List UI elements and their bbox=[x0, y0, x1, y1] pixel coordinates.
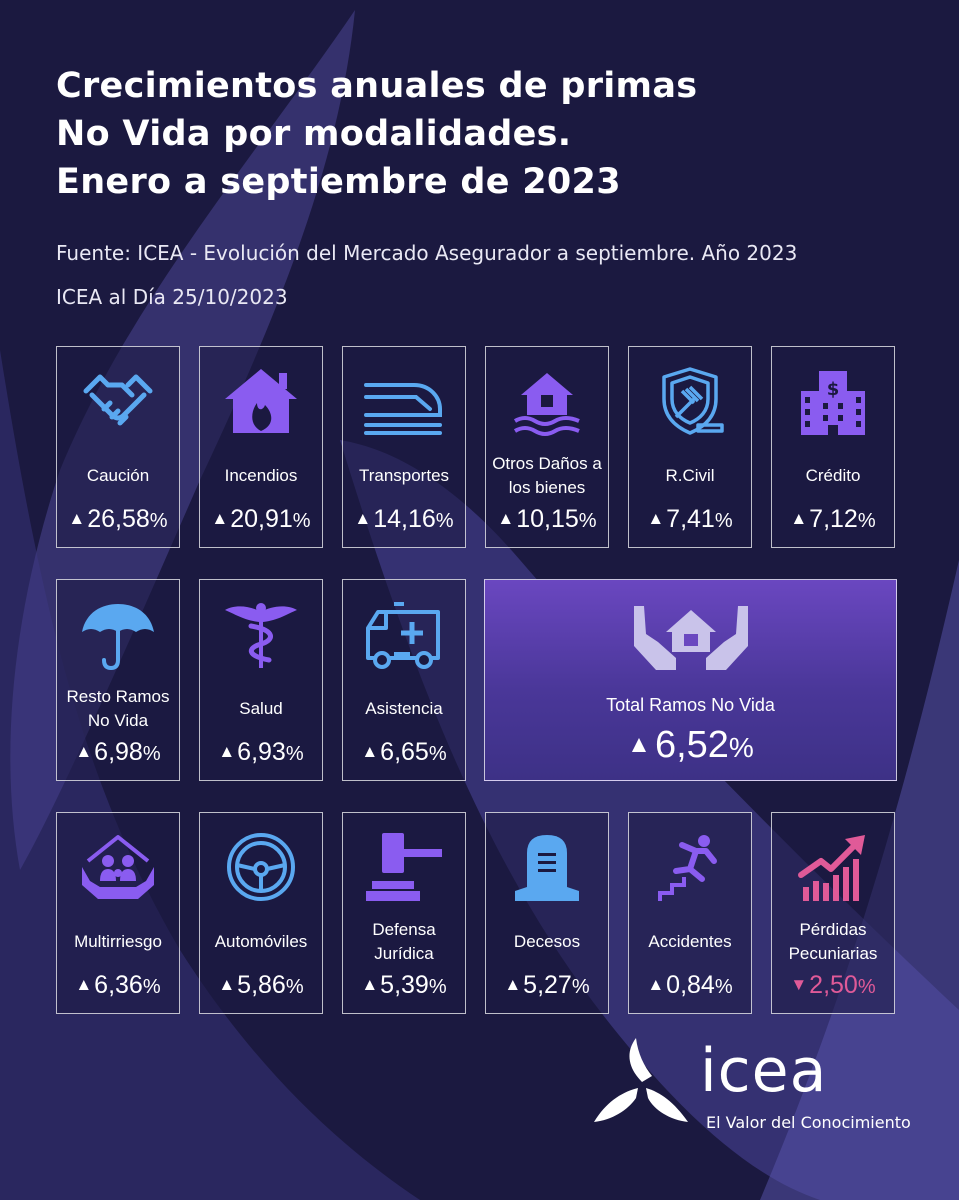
trend-up-icon: ▲ bbox=[647, 509, 665, 528]
card-perdidas-pecuniarias: Pérdidas Pecuniarias ▼2,50% bbox=[771, 812, 895, 1014]
growth-chart-icon bbox=[772, 829, 894, 905]
source-line: Fuente: ICEA - Evolución del Mercado Ase… bbox=[56, 241, 798, 265]
trend-up-icon: ▲ bbox=[218, 975, 236, 994]
train-icon bbox=[343, 363, 465, 439]
card-asistencia: Asistencia ▲6,65% bbox=[342, 579, 466, 781]
title-line-3: Enero a septiembre de 2023 bbox=[56, 162, 621, 202]
growth-value: ▲5,39% bbox=[361, 971, 447, 999]
growth-value: ▲7,12% bbox=[790, 505, 876, 533]
card-label: Transportes bbox=[358, 466, 450, 485]
growth-value: ▲20,91% bbox=[211, 505, 311, 533]
growth-value: ▲10,15% bbox=[497, 505, 597, 533]
trend-up-icon: ▲ bbox=[647, 975, 665, 994]
growth-value: ▲6,65% bbox=[361, 738, 447, 766]
card-label: Automóviles bbox=[214, 932, 308, 951]
house-fire-icon bbox=[200, 363, 322, 439]
card-label: Incendios bbox=[224, 466, 298, 485]
falling-person-icon bbox=[629, 829, 751, 905]
trend-up-icon: ▲ bbox=[218, 742, 236, 761]
card-label: Crédito bbox=[805, 466, 861, 485]
house-flood-icon bbox=[486, 363, 608, 439]
card-resto-ramos: Resto Ramos No Vida ▲6,98% bbox=[56, 579, 180, 781]
growth-value: ▲14,16% bbox=[354, 505, 454, 533]
growth-value: ▲0,84% bbox=[647, 971, 733, 999]
card-transportes: Transportes ▲14,16% bbox=[342, 346, 466, 548]
card-credito: $ Crédito ▲7,12% bbox=[771, 346, 895, 548]
trend-up-icon: ▲ bbox=[75, 975, 93, 994]
trend-up-icon: ▲ bbox=[68, 509, 86, 528]
brand-tagline: El Valor del Conocimiento bbox=[706, 1113, 911, 1132]
card-otros-danos: Otros Daños a los bienes ▲10,15% bbox=[485, 346, 609, 548]
card-label: Asistencia bbox=[365, 699, 443, 718]
title-line-2: No Vida por modalidades. bbox=[56, 114, 572, 154]
umbrella-icon bbox=[57, 596, 179, 672]
card-accidentes: Accidentes ▲0,84% bbox=[628, 812, 752, 1014]
card-decesos: Decesos ▲5,27% bbox=[485, 812, 609, 1014]
growth-value: ▲6,98% bbox=[75, 738, 161, 766]
bank-building-icon: $ bbox=[772, 363, 894, 439]
handshake-icon bbox=[57, 363, 179, 439]
card-multirriesgo: Multirriesgo ▲6,36% bbox=[56, 812, 180, 1014]
svg-text:$: $ bbox=[827, 379, 840, 400]
card-label: Otros Daños a los bienes bbox=[492, 454, 602, 497]
growth-value: ▲6,36% bbox=[75, 971, 161, 999]
trend-up-icon: ▲ bbox=[497, 509, 515, 528]
trend-up-icon: ▲ bbox=[354, 509, 372, 528]
trend-up-icon: ▲ bbox=[790, 509, 808, 528]
house-in-hands-icon bbox=[485, 594, 896, 684]
growth-value: ▲5,86% bbox=[218, 971, 304, 999]
card-label: R.Civil bbox=[665, 466, 715, 485]
trend-up-icon: ▲ bbox=[504, 975, 522, 994]
publication-line: ICEA al Día 25/10/2023 bbox=[56, 285, 288, 309]
card-defensa-juridica: Defensa Jurídica ▲5,39% bbox=[342, 812, 466, 1014]
card-label: Resto Ramos No Vida bbox=[66, 687, 170, 730]
card-label: Accidentes bbox=[648, 932, 732, 951]
brand-name: icea bbox=[700, 1036, 828, 1106]
total-label: Total Ramos No Vida bbox=[606, 695, 775, 715]
card-total-ramos-no-vida: Total Ramos No Vida ▲ 6,52% bbox=[484, 579, 897, 781]
trend-up-icon: ▲ bbox=[627, 731, 651, 758]
ambulance-icon bbox=[343, 596, 465, 672]
growth-value: ▲5,27% bbox=[504, 971, 590, 999]
tombstone-icon bbox=[486, 829, 608, 905]
card-label: Pérdidas Pecuniarias bbox=[788, 920, 878, 963]
caduceus-icon bbox=[200, 596, 322, 672]
card-rcivil: R.Civil ▲7,41% bbox=[628, 346, 752, 548]
trend-up-icon: ▲ bbox=[211, 509, 229, 528]
title-line-1: Crecimientos anuales de primas bbox=[56, 66, 698, 106]
card-label: Decesos bbox=[513, 932, 581, 951]
card-automoviles: Automóviles ▲5,86% bbox=[199, 812, 323, 1014]
trend-up-icon: ▲ bbox=[361, 975, 379, 994]
total-growth-value: ▲ 6,52% bbox=[627, 724, 754, 766]
growth-value: ▲7,41% bbox=[647, 505, 733, 533]
card-incendios: Incendios ▲20,91% bbox=[199, 346, 323, 548]
card-label: Defensa Jurídica bbox=[372, 920, 436, 963]
shield-gavel-icon bbox=[629, 363, 751, 439]
gavel-icon bbox=[343, 829, 465, 905]
trend-up-icon: ▲ bbox=[361, 742, 379, 761]
trend-up-icon: ▲ bbox=[75, 742, 93, 761]
family-house-icon bbox=[57, 829, 179, 905]
card-label: Salud bbox=[239, 699, 283, 718]
card-caucion: Caución ▲26,58% bbox=[56, 346, 180, 548]
growth-value: ▲26,58% bbox=[68, 505, 168, 533]
growth-value: ▲6,93% bbox=[218, 738, 304, 766]
trend-down-icon: ▼ bbox=[790, 975, 808, 994]
icea-logo-icon bbox=[594, 1038, 688, 1122]
card-label: Multirriesgo bbox=[74, 932, 162, 951]
card-label: Caución bbox=[86, 466, 150, 485]
card-salud: Salud ▲6,93% bbox=[199, 579, 323, 781]
steering-wheel-icon bbox=[200, 829, 322, 905]
page-title: Crecimientos anuales de primas No Vida p… bbox=[56, 62, 697, 206]
growth-value: ▼2,50% bbox=[790, 971, 876, 999]
